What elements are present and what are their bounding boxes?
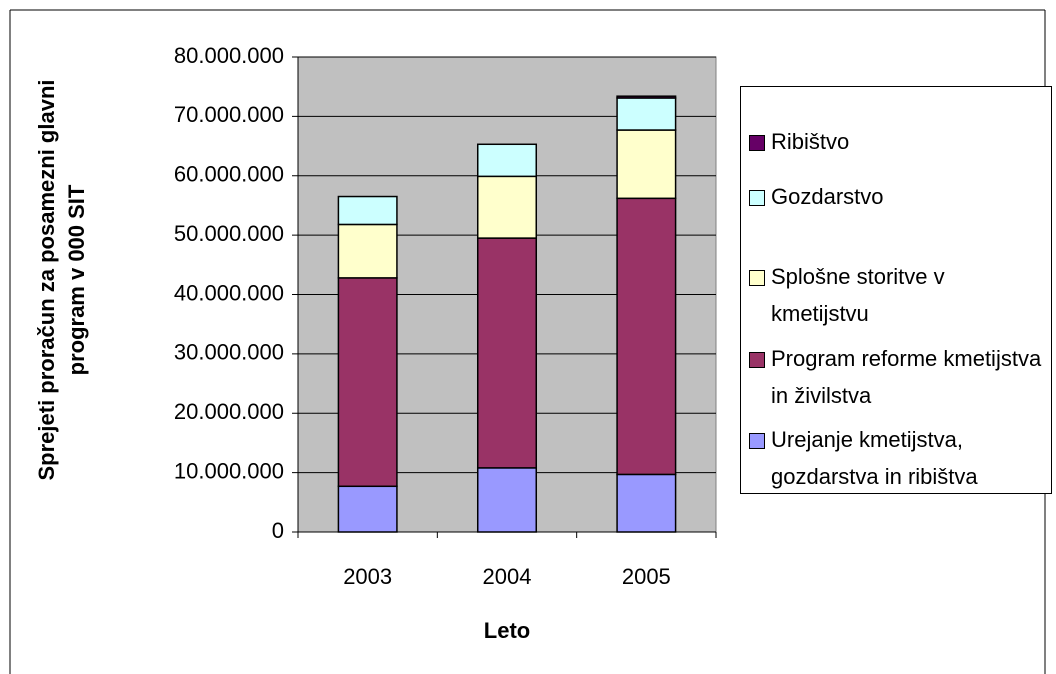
legend: Urejanje kmetijstva, gozdarstva in ribiš… xyxy=(740,86,1052,494)
x-tick-label: 2005 xyxy=(622,564,671,589)
y-tick-label: 70.000.000 xyxy=(174,102,284,127)
legend-label: Gozdarstvo xyxy=(771,184,884,209)
bar-segment xyxy=(616,197,677,476)
legend-label: Urejanje kmetijstva, gozdarstva in ribiš… xyxy=(771,427,978,489)
y-axis-title: Sprejeti proračun za posamezni glavni pr… xyxy=(34,79,89,481)
y-tick-label: 60.000.000 xyxy=(174,162,284,187)
legend-swatch xyxy=(749,270,765,286)
y-tick-label: 80.000.000 xyxy=(174,43,284,68)
bar-segment xyxy=(616,95,677,99)
legend-label: Program reforme kmetijstva in živilstva xyxy=(771,346,1042,408)
y-tick-label: 50.000.000 xyxy=(174,221,284,246)
bar-segment xyxy=(616,473,677,533)
legend-swatch xyxy=(749,135,765,151)
bar-segment xyxy=(476,143,538,178)
y-tick-label: 10.000.000 xyxy=(174,458,284,483)
legend-label: Splošne storitve v kmetijstvu xyxy=(771,264,945,326)
y-tick-label: 0 xyxy=(272,518,284,543)
y-tick-label: 30.000.000 xyxy=(174,340,284,365)
legend-label: Ribištvo xyxy=(771,129,850,154)
x-axis-title: Leto xyxy=(484,618,530,643)
y-tick-label: 20.000.000 xyxy=(174,399,284,424)
bar-segment xyxy=(616,97,677,131)
bar-segment xyxy=(616,129,677,200)
legend-swatch xyxy=(749,190,765,206)
bar-segment xyxy=(476,467,538,533)
x-tick-label: 2004 xyxy=(483,564,532,589)
bar-segment xyxy=(337,223,398,279)
bar-segment xyxy=(337,277,398,488)
legend-swatch xyxy=(749,433,765,449)
y-tick-label: 40.000.000 xyxy=(174,280,284,305)
bar-segment xyxy=(337,485,398,533)
bar-segment xyxy=(476,175,538,239)
x-tick-label: 2003 xyxy=(343,564,392,589)
legend-swatch xyxy=(749,352,765,368)
bar-segment xyxy=(337,195,398,226)
bar-segment xyxy=(476,237,538,469)
